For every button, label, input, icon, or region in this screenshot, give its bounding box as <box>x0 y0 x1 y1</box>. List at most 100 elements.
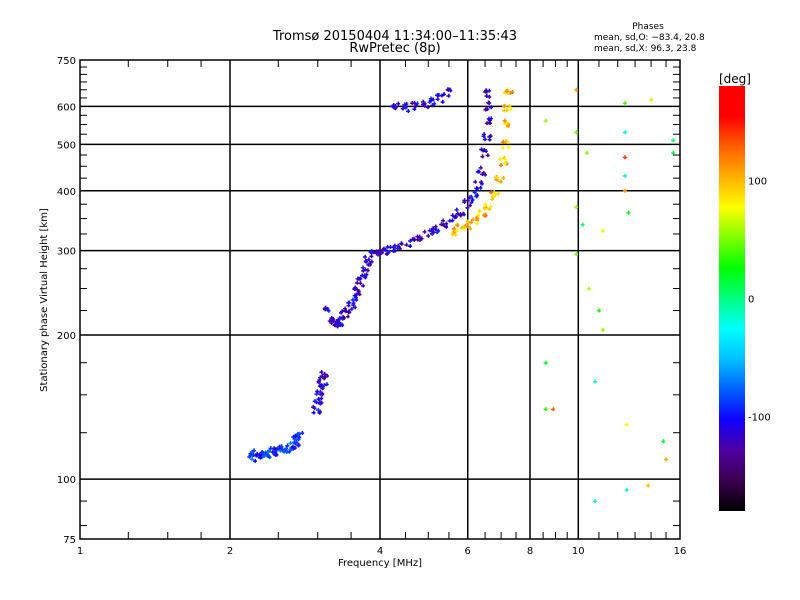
colorbar-ticks: 100 0 -100 <box>748 176 771 423</box>
data-point <box>504 120 509 125</box>
data-point <box>483 149 488 154</box>
data-point <box>478 185 483 190</box>
data-point <box>335 324 340 329</box>
data-point <box>358 276 363 281</box>
data-point <box>365 268 370 273</box>
data-point <box>586 286 591 291</box>
data-point <box>317 377 322 382</box>
data-point <box>354 287 359 292</box>
data-point <box>500 139 505 144</box>
data-point <box>483 107 488 112</box>
data-point <box>396 101 401 106</box>
y-tick-label: 750 <box>57 56 76 67</box>
data-point <box>502 155 507 160</box>
data-point <box>419 236 424 241</box>
data-point <box>478 165 483 170</box>
data-point <box>420 99 425 104</box>
axis-ticks: 1 2 4 6 8 10 16 75 100 200 300 400 500 600 750 <box>57 56 686 557</box>
data-point <box>422 229 427 234</box>
data-point <box>551 407 556 412</box>
data-point <box>385 244 390 249</box>
data-point <box>574 130 579 135</box>
data-point <box>480 148 485 153</box>
colorbar-tick-label: 100 <box>748 176 767 187</box>
y-tick-label: 400 <box>57 187 76 198</box>
data-point <box>393 104 398 109</box>
data-point <box>584 150 589 155</box>
data-point <box>386 249 391 254</box>
data-point <box>443 224 448 229</box>
y-tick-label: 100 <box>57 475 76 486</box>
data-point <box>296 437 301 442</box>
data-point <box>497 157 502 162</box>
data-point <box>375 252 380 257</box>
data-point <box>261 453 266 458</box>
data-point <box>319 396 324 401</box>
data-point <box>345 314 350 319</box>
data-point <box>342 308 347 313</box>
data-point <box>622 100 627 105</box>
data-point <box>322 371 327 376</box>
data-point <box>469 194 474 199</box>
data-point <box>358 281 363 286</box>
data-point <box>388 244 393 249</box>
data-point <box>359 273 364 278</box>
data-point <box>351 300 356 305</box>
data-point <box>498 163 503 168</box>
data-point <box>490 196 495 201</box>
data-point <box>431 229 436 234</box>
data-point <box>406 109 411 114</box>
stats-o-mode: mean, sd,O: −83.4, 20.8 <box>594 33 705 43</box>
data-point <box>284 450 289 455</box>
x-tick-label: 1 <box>77 546 83 557</box>
data-point <box>314 391 319 396</box>
data-point <box>273 447 278 452</box>
data-point <box>476 212 481 217</box>
data-point <box>477 208 482 213</box>
data-point <box>422 103 427 108</box>
data-point <box>258 455 263 460</box>
data-point <box>403 105 408 110</box>
colorbar-tick-label: -100 <box>748 413 771 424</box>
data-point <box>316 407 321 412</box>
data-point <box>355 276 360 281</box>
data-points <box>247 87 676 504</box>
data-point <box>452 226 457 231</box>
colorbar-gradient <box>719 86 745 511</box>
data-point <box>374 249 379 254</box>
data-point <box>408 243 413 248</box>
data-point <box>317 400 322 405</box>
data-point <box>473 179 478 184</box>
data-point <box>494 177 499 182</box>
data-point <box>428 98 433 103</box>
x-tick-label: 4 <box>377 546 383 557</box>
data-point <box>479 181 484 186</box>
data-point <box>296 431 301 436</box>
data-point <box>430 103 435 108</box>
data-point <box>488 105 493 110</box>
data-point <box>596 308 601 313</box>
data-point <box>461 224 466 229</box>
data-point <box>354 297 359 302</box>
data-point <box>503 157 508 162</box>
data-point <box>395 246 400 251</box>
data-point <box>267 454 272 459</box>
data-point <box>252 458 257 463</box>
data-point <box>465 221 470 226</box>
data-point <box>454 207 459 212</box>
data-point <box>502 103 507 108</box>
data-point <box>430 97 435 102</box>
data-point <box>474 186 479 191</box>
data-point <box>502 90 507 95</box>
data-point <box>484 121 489 126</box>
data-point <box>435 97 440 102</box>
data-point <box>645 483 650 488</box>
data-point <box>369 254 374 259</box>
data-point <box>467 203 472 208</box>
data-point <box>271 446 276 451</box>
data-point <box>440 99 445 104</box>
data-point <box>397 246 402 251</box>
data-point <box>439 93 444 98</box>
y-tick-label: 300 <box>57 247 76 258</box>
data-point <box>312 405 317 410</box>
